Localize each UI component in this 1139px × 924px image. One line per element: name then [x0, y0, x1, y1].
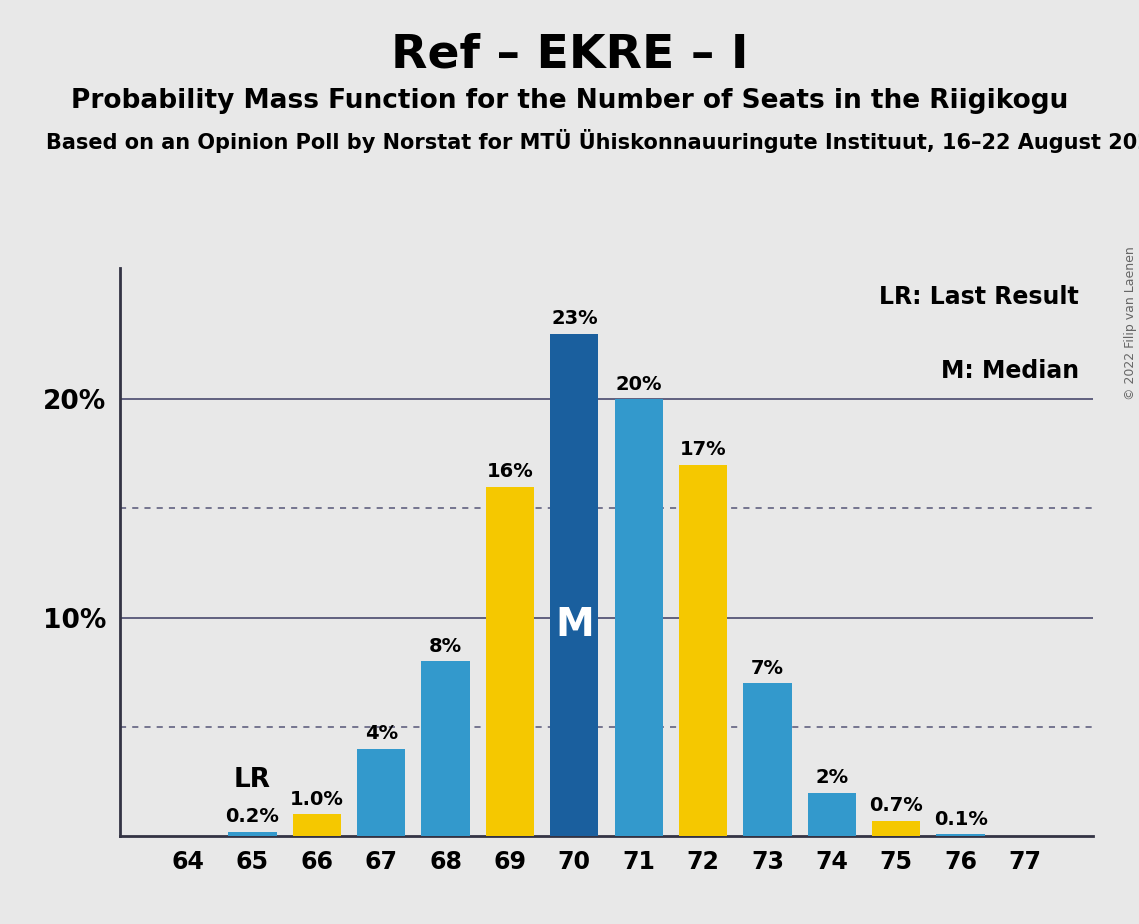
- Text: 0.2%: 0.2%: [226, 808, 279, 826]
- Text: © 2022 Filip van Laenen: © 2022 Filip van Laenen: [1124, 247, 1137, 400]
- Text: 8%: 8%: [429, 637, 462, 656]
- Text: M: Median: M: Median: [941, 359, 1079, 383]
- Text: 23%: 23%: [551, 309, 598, 328]
- Text: 1.0%: 1.0%: [289, 790, 344, 808]
- Bar: [872, 821, 920, 836]
- Bar: [744, 683, 792, 836]
- Text: Ref – EKRE – I: Ref – EKRE – I: [391, 32, 748, 78]
- Text: 0.1%: 0.1%: [934, 809, 988, 829]
- Bar: [936, 834, 985, 836]
- Bar: [679, 465, 727, 836]
- Text: 4%: 4%: [364, 724, 398, 743]
- Bar: [293, 814, 341, 836]
- Bar: [228, 832, 277, 836]
- Text: 0.7%: 0.7%: [869, 796, 923, 816]
- Text: 16%: 16%: [486, 462, 533, 481]
- Text: LR: Last Result: LR: Last Result: [879, 285, 1079, 309]
- Text: M: M: [555, 606, 593, 644]
- Text: Based on an Opinion Poll by Norstat for MTÜ Ühiskonnauuringute Instituut, 16–22 : Based on an Opinion Poll by Norstat for …: [46, 129, 1139, 153]
- Bar: [421, 662, 469, 836]
- Bar: [486, 487, 534, 836]
- Bar: [808, 793, 857, 836]
- Text: 7%: 7%: [751, 659, 784, 678]
- Text: 20%: 20%: [615, 374, 662, 394]
- Bar: [357, 748, 405, 836]
- Text: LR: LR: [233, 767, 271, 793]
- Text: Probability Mass Function for the Number of Seats in the Riigikogu: Probability Mass Function for the Number…: [71, 88, 1068, 114]
- Text: 17%: 17%: [680, 440, 727, 459]
- Bar: [550, 334, 598, 836]
- Text: 2%: 2%: [816, 768, 849, 787]
- Bar: [615, 399, 663, 836]
